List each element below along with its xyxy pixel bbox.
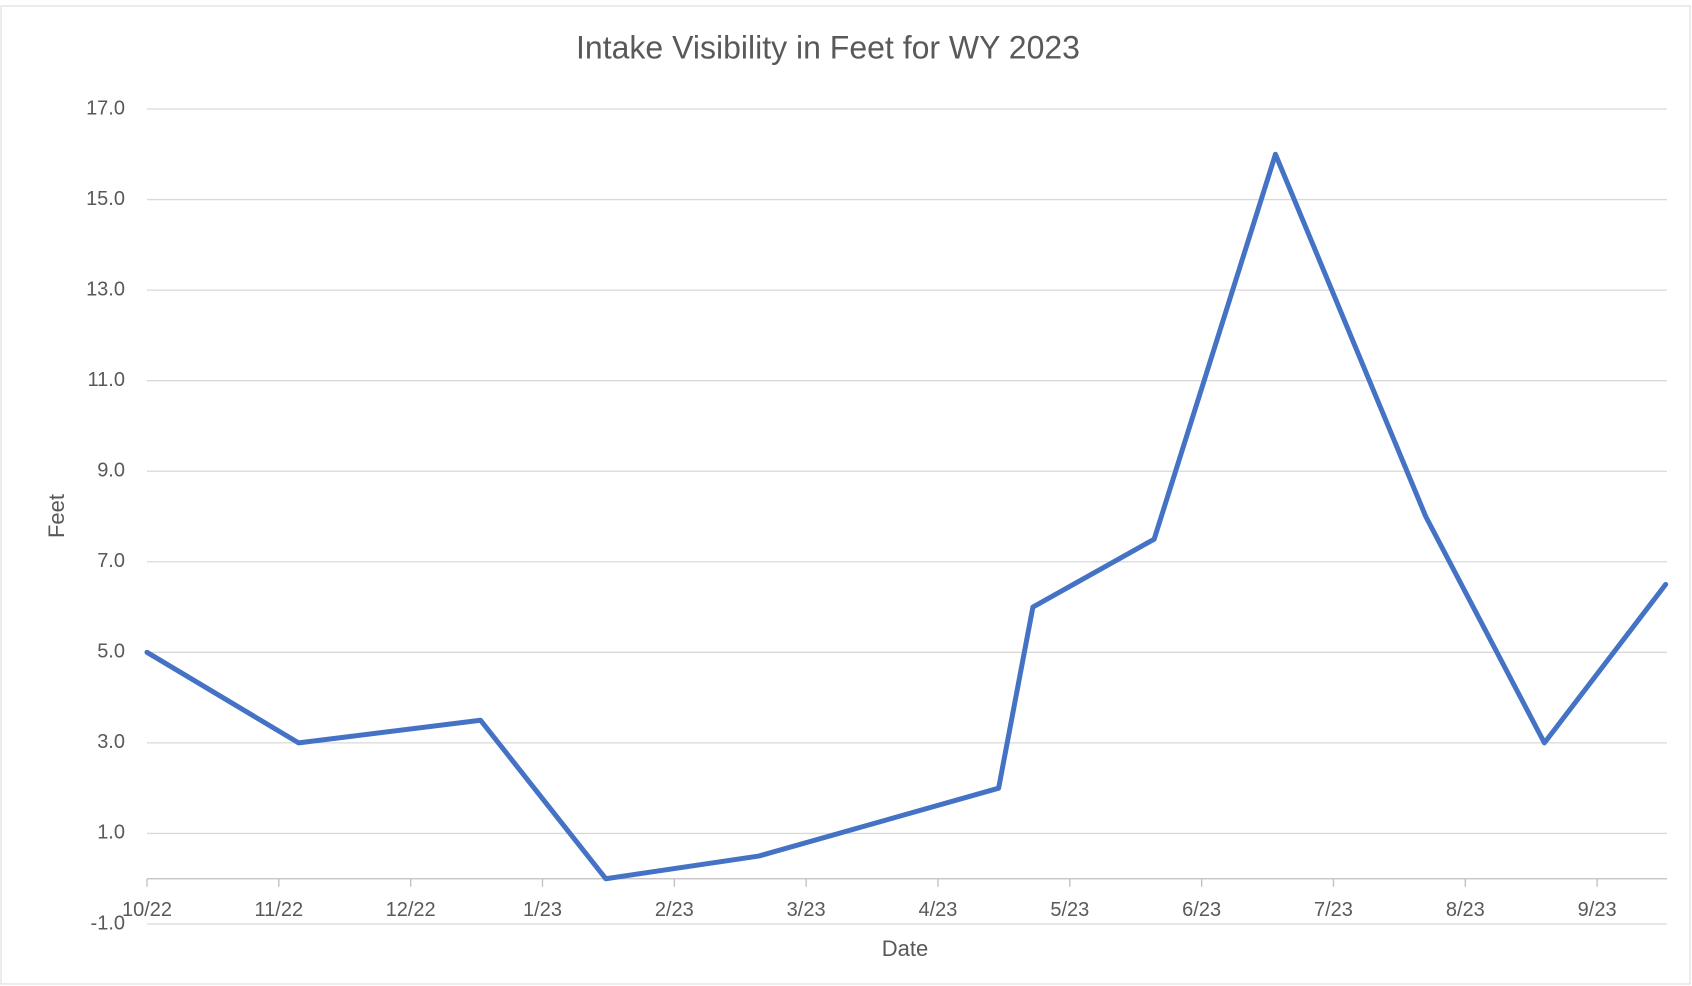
y-tick-label: 17.0 <box>86 97 125 119</box>
x-tick-label: 3/23 <box>787 899 826 921</box>
x-tick-label: 9/23 <box>1578 899 1617 921</box>
x-tick-label: 1/23 <box>523 899 562 921</box>
y-axis-title: Feet <box>44 494 69 538</box>
y-tick-label: 7.0 <box>97 550 125 572</box>
y-tick-label: -1.0 <box>91 912 125 934</box>
y-tick-label: 1.0 <box>97 822 125 844</box>
x-tick-label: 7/23 <box>1314 899 1353 921</box>
y-tick-label: 15.0 <box>86 188 125 210</box>
x-axis-title: Date <box>882 936 928 961</box>
chart-border <box>0 5 1691 985</box>
y-tick-label: 13.0 <box>86 278 125 300</box>
x-tick-label: 8/23 <box>1446 899 1485 921</box>
y-tick-label: 9.0 <box>97 460 125 482</box>
x-tick-label: 11/22 <box>255 899 304 921</box>
y-tick-label: 3.0 <box>97 731 125 753</box>
y-tick-label: 11.0 <box>88 369 125 391</box>
data-line <box>144 151 1669 882</box>
x-tick-label: 6/23 <box>1182 899 1221 921</box>
x-tick-label: 2/23 <box>655 899 694 921</box>
x-tick-label: 12/22 <box>386 899 436 921</box>
x-tick-label: 5/23 <box>1050 899 1089 921</box>
chart-title: Intake Visibility in Feet for WY 2023 <box>576 29 1080 65</box>
x-tick-label: 10/22 <box>122 899 172 921</box>
x-tick-label: 4/23 <box>919 899 958 921</box>
y-tick-label: 5.0 <box>97 641 125 663</box>
